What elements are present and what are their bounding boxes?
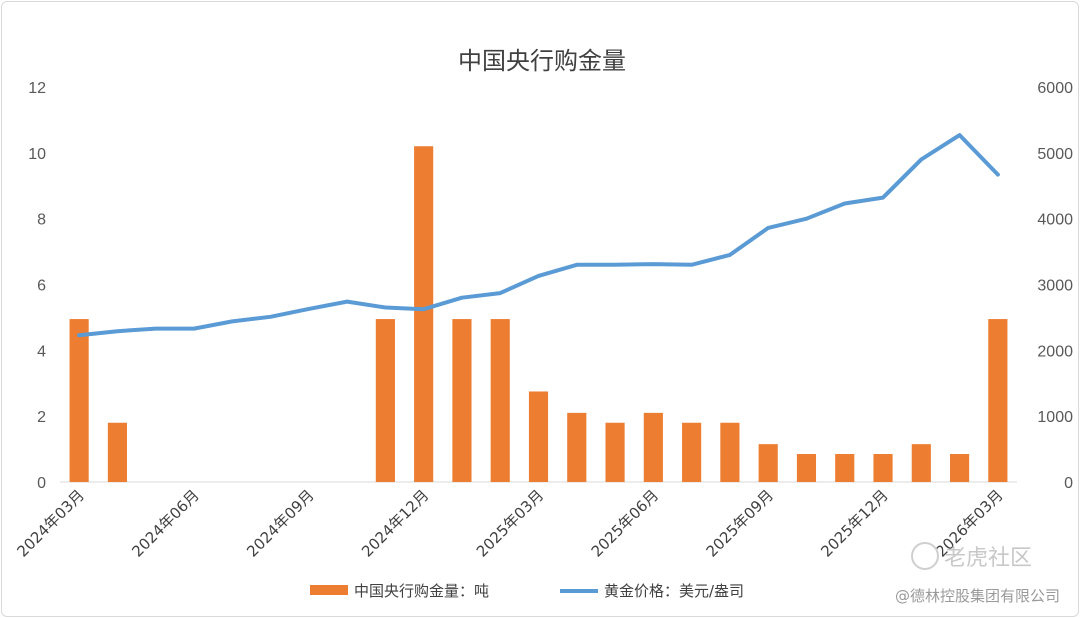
x-tick-label: 2025年06月 (588, 486, 662, 560)
legend-label-line: 黄金价格：美元/盎司 (604, 582, 744, 600)
bar (452, 319, 472, 482)
y-left-tick-label: 8 (37, 212, 46, 229)
x-tick-label: 2025年12月 (817, 486, 891, 560)
x-tick-label: 2024年12月 (358, 486, 432, 560)
bar (490, 319, 510, 482)
bar (950, 454, 970, 482)
x-axis: 2024年03月 2024年06月 2024年09月 2024年12月 2025年03月… (14, 486, 1007, 560)
y-right-tick-label: 0 (1064, 475, 1073, 492)
x-tick-label: 2025年09月 (703, 486, 777, 560)
bar-series (69, 146, 1008, 482)
y-right-tick-label: 2000 (1037, 343, 1073, 360)
y-left-tick-label: 12 (28, 80, 46, 97)
legend: 中国央行购金量：吨 黄金价格：美元/盎司 (310, 582, 744, 600)
y-right-tick-label: 5000 (1037, 146, 1073, 163)
watermark-logo-icon (911, 542, 939, 570)
y-right-tick-label: 3000 (1037, 278, 1073, 295)
watermark-brand: 老虎社区 (944, 546, 1032, 571)
bar (528, 391, 549, 482)
y-left-tick-label: 2 (37, 409, 46, 426)
watermark-author: @德林控股集团有限公司 (895, 587, 1060, 605)
bar (567, 412, 587, 482)
bar (988, 319, 1008, 482)
bar (873, 454, 893, 482)
y-left-tick-label: 4 (37, 343, 46, 360)
y-right-tick-label: 1000 (1037, 409, 1073, 426)
bar (682, 422, 702, 482)
y-right-tick-label: 6000 (1037, 80, 1073, 97)
y-left-tick-label: 0 (37, 475, 46, 492)
x-tick-label: 2024年09月 (243, 486, 317, 560)
bar (835, 454, 855, 482)
bar (414, 146, 434, 482)
bar (720, 422, 740, 482)
legend-swatch-bar (310, 585, 348, 595)
x-tick-label: 2025年03月 (473, 486, 547, 560)
bar (107, 422, 127, 482)
bar (643, 412, 663, 482)
x-tick-label: 2024年03月 (14, 486, 88, 560)
y-left-tick-label: 10 (28, 146, 46, 163)
bar (758, 444, 778, 482)
bar (375, 319, 395, 482)
price-line (77, 133, 1000, 338)
bar (605, 422, 625, 482)
x-tick-label: 2024年06月 (128, 486, 202, 560)
y-right-axis: 0 1000 2000 3000 4000 5000 6000 (1037, 80, 1073, 492)
y-left-tick-label: 6 (37, 278, 46, 295)
chart-title: 中国央行购金量 (458, 47, 626, 75)
bar (911, 444, 931, 482)
y-right-tick-label: 4000 (1037, 212, 1073, 229)
watermark: 老虎社区 @德林控股集团有限公司 (895, 542, 1060, 605)
y-left-axis: 0 2 4 6 8 10 12 (28, 80, 46, 492)
bar (69, 319, 89, 482)
bar (796, 454, 817, 482)
legend-label-bar: 中国央行购金量：吨 (354, 582, 489, 600)
